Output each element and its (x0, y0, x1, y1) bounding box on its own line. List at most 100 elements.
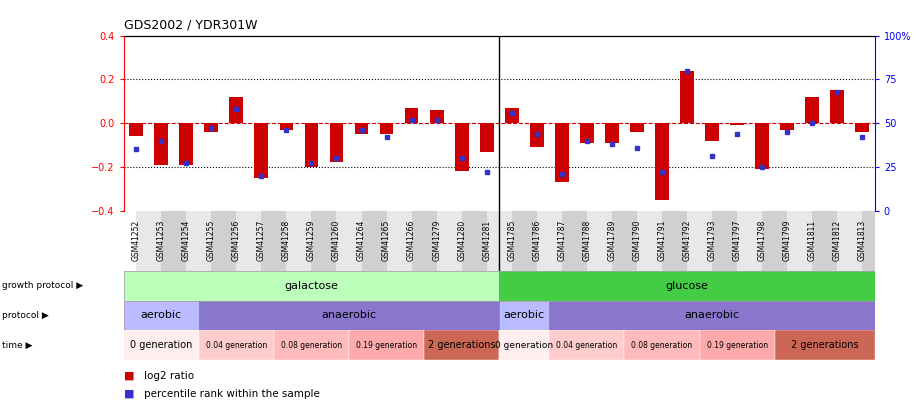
Bar (787, 211, 812, 271)
Bar (411, 211, 437, 271)
Bar (486, 211, 512, 271)
Bar (737, 211, 762, 271)
Bar (512, 211, 537, 271)
Text: aerobic: aerobic (141, 311, 181, 320)
Bar (124, 330, 199, 360)
Text: ■: ■ (124, 371, 134, 381)
Bar (529, 123, 544, 147)
Bar (261, 211, 287, 271)
Bar (236, 211, 261, 271)
Text: anaerobic: anaerobic (322, 311, 376, 320)
Text: GSM41791: GSM41791 (658, 220, 667, 261)
Text: GSM41264: GSM41264 (357, 220, 366, 261)
Text: 0.19 generation: 0.19 generation (356, 341, 417, 350)
Bar (856, 123, 869, 132)
Text: protocol ▶: protocol ▶ (2, 311, 49, 320)
Text: GSM41257: GSM41257 (256, 220, 266, 261)
Bar (124, 271, 499, 301)
Text: GSM41785: GSM41785 (507, 220, 517, 261)
Bar (279, 123, 293, 130)
Text: GSM41797: GSM41797 (733, 220, 742, 261)
Bar (462, 211, 486, 271)
Bar (430, 110, 443, 123)
Bar (700, 330, 775, 360)
Bar (480, 123, 494, 151)
Bar (161, 211, 186, 271)
Bar (186, 211, 212, 271)
Bar (705, 123, 719, 141)
Bar (387, 211, 411, 271)
Bar (362, 211, 387, 271)
Bar (505, 108, 518, 123)
Text: GSM41798: GSM41798 (758, 220, 767, 261)
Text: GSM41256: GSM41256 (232, 220, 241, 261)
Bar (499, 271, 875, 301)
Bar (180, 123, 193, 165)
Bar (454, 123, 469, 171)
Bar (862, 211, 888, 271)
Text: 2 generations: 2 generations (791, 341, 858, 350)
Text: GSM41258: GSM41258 (282, 220, 291, 261)
Bar (255, 123, 268, 178)
Text: GSM41252: GSM41252 (132, 220, 141, 261)
Text: aerobic: aerobic (504, 311, 545, 320)
Text: 0.08 generation: 0.08 generation (631, 341, 692, 350)
Text: GSM41790: GSM41790 (632, 220, 641, 261)
Bar (437, 211, 462, 271)
Bar (687, 211, 712, 271)
Text: GSM41259: GSM41259 (307, 220, 316, 261)
Bar (124, 301, 199, 330)
Text: log2 ratio: log2 ratio (144, 371, 194, 381)
Bar (499, 330, 550, 360)
Bar (212, 211, 236, 271)
Bar (304, 123, 319, 167)
Text: GSM41280: GSM41280 (457, 220, 466, 261)
Text: GSM41254: GSM41254 (181, 220, 191, 261)
Bar (550, 330, 625, 360)
Text: GSM41255: GSM41255 (207, 220, 216, 261)
Bar (199, 301, 499, 330)
Bar (775, 330, 875, 360)
Bar (580, 123, 594, 143)
Bar (499, 301, 550, 330)
Text: GSM41789: GSM41789 (607, 220, 616, 261)
Text: GSM41792: GSM41792 (682, 220, 692, 261)
Bar (311, 211, 336, 271)
Bar (229, 97, 244, 123)
Text: GSM41787: GSM41787 (557, 220, 566, 261)
Bar (730, 123, 744, 125)
Bar (405, 108, 419, 123)
Text: GSM41253: GSM41253 (157, 220, 166, 261)
Text: GSM41811: GSM41811 (808, 220, 817, 261)
Bar (537, 211, 562, 271)
Bar (780, 123, 794, 130)
Bar (605, 123, 619, 143)
Text: GSM41786: GSM41786 (532, 220, 541, 261)
Bar (136, 211, 161, 271)
Bar (812, 211, 837, 271)
Bar (562, 211, 587, 271)
Bar (762, 211, 787, 271)
Bar (830, 90, 845, 123)
Text: GSM41281: GSM41281 (482, 220, 491, 261)
Text: time ▶: time ▶ (2, 341, 32, 350)
Bar (662, 211, 687, 271)
Text: GSM41265: GSM41265 (382, 220, 391, 261)
Bar (755, 123, 769, 169)
Bar (612, 211, 637, 271)
Text: GSM41260: GSM41260 (332, 220, 341, 261)
Text: GSM41279: GSM41279 (432, 220, 442, 261)
Text: GSM41799: GSM41799 (782, 220, 791, 261)
Text: GSM41788: GSM41788 (583, 220, 592, 261)
Text: glucose: glucose (666, 281, 708, 290)
Text: 0.08 generation: 0.08 generation (281, 341, 342, 350)
Text: GSM41813: GSM41813 (857, 220, 867, 261)
Bar (655, 123, 669, 200)
Text: 0.19 generation: 0.19 generation (706, 341, 768, 350)
Bar (154, 123, 169, 165)
Bar (805, 97, 819, 123)
Text: growth protocol ▶: growth protocol ▶ (2, 281, 83, 290)
Text: 0.04 generation: 0.04 generation (556, 341, 617, 350)
Bar (287, 211, 311, 271)
Text: 0.04 generation: 0.04 generation (206, 341, 267, 350)
